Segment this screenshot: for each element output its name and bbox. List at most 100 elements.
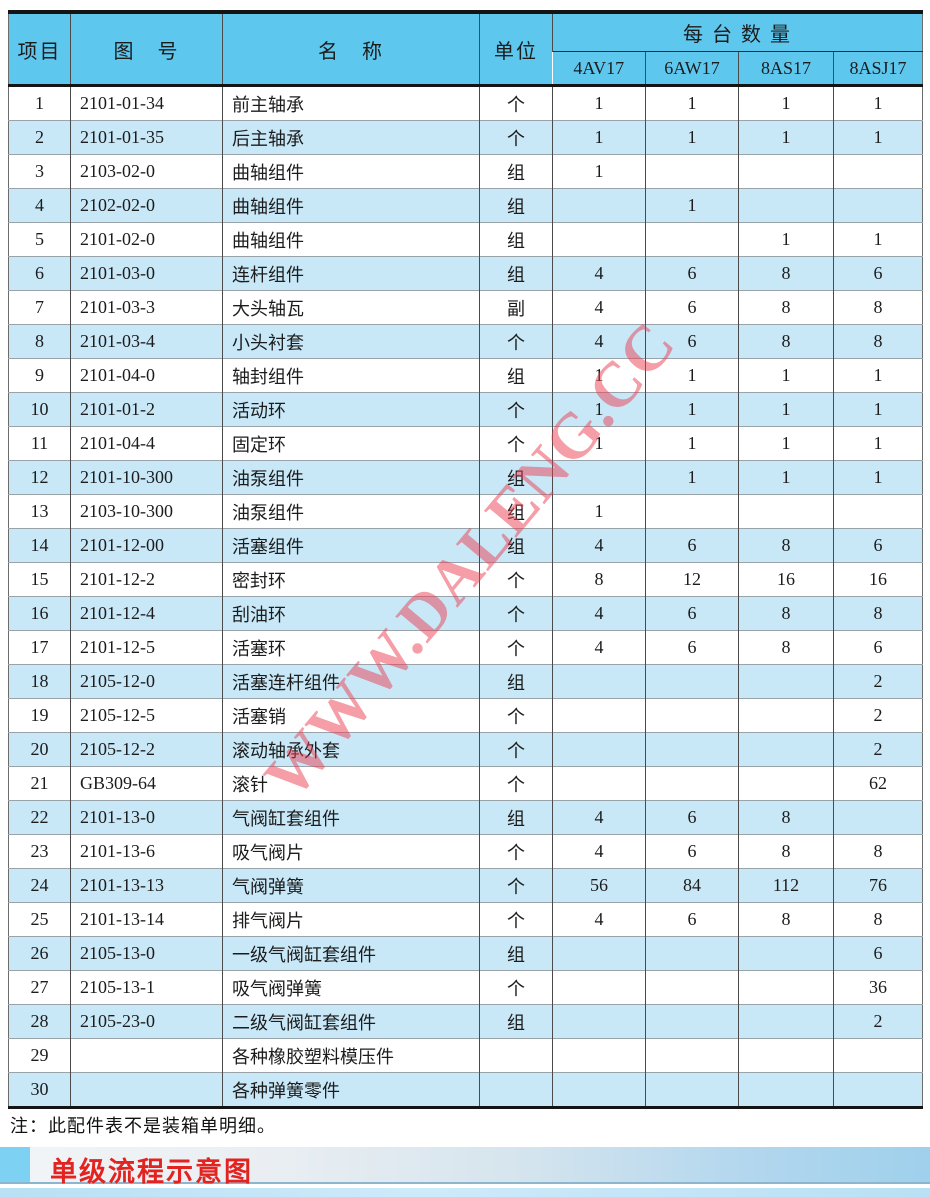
qty-4av17-cell <box>552 1004 646 1039</box>
item-cell: 25 <box>8 902 71 937</box>
model-header-4av17: 4AV17 <box>552 51 646 87</box>
qty-8as17-cell: 1 <box>738 120 834 155</box>
qty-8asj17-cell: 1 <box>833 85 923 121</box>
qty-6aw17-cell <box>645 970 739 1005</box>
qty-4av17-cell: 1 <box>552 426 646 461</box>
qty-6aw17-cell: 1 <box>645 85 739 121</box>
table-row: 17 2101-12-5 活塞环个 4 6 8 6 <box>8 630 923 665</box>
qty-8as17-cell <box>738 1038 834 1073</box>
qty-4av17-cell: 4 <box>552 834 646 869</box>
qty-4av17-cell: 8 <box>552 562 646 597</box>
qty-8as17-cell: 8 <box>738 596 834 631</box>
unit-cell <box>479 1072 553 1108</box>
drawing-no-cell: 2105-12-5 <box>70 698 223 733</box>
qty-8as17-cell <box>738 494 834 529</box>
qty-4av17-cell <box>552 936 646 971</box>
table-row: 24 2101-13-13 气阀弹簧个 56 84 112 76 <box>8 868 923 903</box>
unit-cell: 组 <box>479 664 553 699</box>
qty-4av17-cell <box>552 1038 646 1073</box>
item-cell: 26 <box>8 936 71 971</box>
qty-4av17-cell: 1 <box>552 154 646 189</box>
qty-8as17-cell: 8 <box>738 800 834 835</box>
qty-6aw17-cell <box>645 154 739 189</box>
qty-6aw17-cell: 6 <box>645 256 739 291</box>
name-cell: 活塞组件 <box>222 528 480 563</box>
qty-4av17-cell: 4 <box>552 324 646 359</box>
qty-6aw17-cell: 1 <box>645 460 739 495</box>
table-row: 27 2105-13-1 吸气阀弹簧个 36 <box>8 970 923 1005</box>
table-row: 18 2105-12-0 活塞连杆组件组 2 <box>8 664 923 699</box>
name-cell: 油泵组件 <box>222 460 480 495</box>
item-cell: 17 <box>8 630 71 665</box>
drawing-no-cell: 2101-10-300 <box>70 460 223 495</box>
unit-cell: 个 <box>479 426 553 461</box>
drawing-no-cell: 2101-04-4 <box>70 426 223 461</box>
qty-6aw17-cell: 1 <box>645 426 739 461</box>
parts-table: 项目 图 号 名 称 单位 每 台 数 量 4AV17 6AW17 8AS17 8AS… <box>8 10 923 1109</box>
bottom-divider-bar <box>0 1188 930 1197</box>
qty-8asj17-cell: 1 <box>833 120 923 155</box>
qty-6aw17-cell <box>645 698 739 733</box>
item-cell: 22 <box>8 800 71 835</box>
table-row: 22 2101-13-0 气阀缸套组件组 4 6 8 <box>8 800 923 835</box>
qty-8asj17-cell: 1 <box>833 460 923 495</box>
qty-8as17-cell <box>738 970 834 1005</box>
unit-cell: 个 <box>479 324 553 359</box>
qty-8asj17-cell: 6 <box>833 936 923 971</box>
qty-8asj17-cell: 6 <box>833 528 923 563</box>
qty-6aw17-cell: 6 <box>645 596 739 631</box>
qty-8as17-cell: 1 <box>738 85 834 121</box>
drawing-no-cell: 2101-04-0 <box>70 358 223 393</box>
table-row: 11 2101-04-4 固定环个 1 1 1 1 <box>8 426 923 461</box>
unit-cell: 个 <box>479 630 553 665</box>
unit-cell: 组 <box>479 528 553 563</box>
qty-8as17-cell: 1 <box>738 358 834 393</box>
drawing-no-cell: 2101-12-4 <box>70 596 223 631</box>
qty-8asj17-cell: 1 <box>833 358 923 393</box>
qty-6aw17-cell <box>645 1038 739 1073</box>
qty-4av17-cell: 4 <box>552 800 646 835</box>
qty-4av17-cell <box>552 222 646 257</box>
item-cell: 28 <box>8 1004 71 1039</box>
unit-cell: 个 <box>479 868 553 903</box>
name-cell: 排气阀片 <box>222 902 480 937</box>
unit-cell: 个 <box>479 392 553 427</box>
item-cell: 27 <box>8 970 71 1005</box>
name-cell: 曲轴组件 <box>222 222 480 257</box>
unit-cell: 个 <box>479 562 553 597</box>
qty-8asj17-cell: 2 <box>833 732 923 767</box>
model-header-8asj17: 8ASJ17 <box>833 51 923 87</box>
qty-8as17-cell <box>738 766 834 801</box>
table-row: 28 2105-23-0 二级气阀缸套组件组 2 <box>8 1004 923 1039</box>
qty-4av17-cell: 4 <box>552 902 646 937</box>
model-header-6aw17: 6AW17 <box>645 51 739 87</box>
name-cell: 各种弹簧零件 <box>222 1072 480 1108</box>
item-cell: 19 <box>8 698 71 733</box>
table-row: 15 2101-12-2 密封环个 8 12 16 16 <box>8 562 923 597</box>
unit-cell: 个 <box>479 85 553 121</box>
item-cell: 10 <box>8 392 71 427</box>
unit-cell: 组 <box>479 936 553 971</box>
item-cell: 16 <box>8 596 71 631</box>
section-header-bar: 单级流程示意图 <box>0 1147 930 1187</box>
unit-cell: 个 <box>479 766 553 801</box>
name-cell: 后主轴承 <box>222 120 480 155</box>
item-cell: 7 <box>8 290 71 325</box>
qty-8as17-cell: 16 <box>738 562 834 597</box>
drawing-no-cell: 2101-12-2 <box>70 562 223 597</box>
qty-8asj17-cell: 6 <box>833 256 923 291</box>
qty-6aw17-cell <box>645 1004 739 1039</box>
qty-8as17-cell: 8 <box>738 528 834 563</box>
unit-cell: 个 <box>479 732 553 767</box>
qty-8asj17-cell: 62 <box>833 766 923 801</box>
qty-4av17-cell: 4 <box>552 256 646 291</box>
unit-cell: 副 <box>479 290 553 325</box>
qty-6aw17-cell: 6 <box>645 800 739 835</box>
item-cell: 4 <box>8 188 71 223</box>
table-row: 12 2101-10-300 油泵组件组 1 1 1 <box>8 460 923 495</box>
unit-cell: 组 <box>479 222 553 257</box>
qty-8as17-cell: 8 <box>738 324 834 359</box>
qty-8asj17-cell: 16 <box>833 562 923 597</box>
unit-cell: 组 <box>479 154 553 189</box>
item-cell: 11 <box>8 426 71 461</box>
